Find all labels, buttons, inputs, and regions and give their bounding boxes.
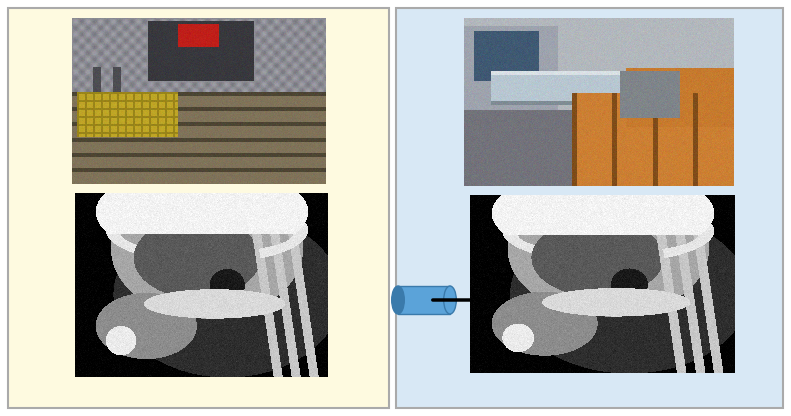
Text: Arm 2: FLASH: Arm 2: FLASH xyxy=(525,21,654,39)
Bar xyxy=(8,8,389,408)
Ellipse shape xyxy=(444,286,456,314)
Ellipse shape xyxy=(392,286,404,314)
Bar xyxy=(398,286,450,314)
Text: Arm 1: SoC: Arm 1: SoC xyxy=(146,21,251,39)
Bar xyxy=(396,8,783,408)
